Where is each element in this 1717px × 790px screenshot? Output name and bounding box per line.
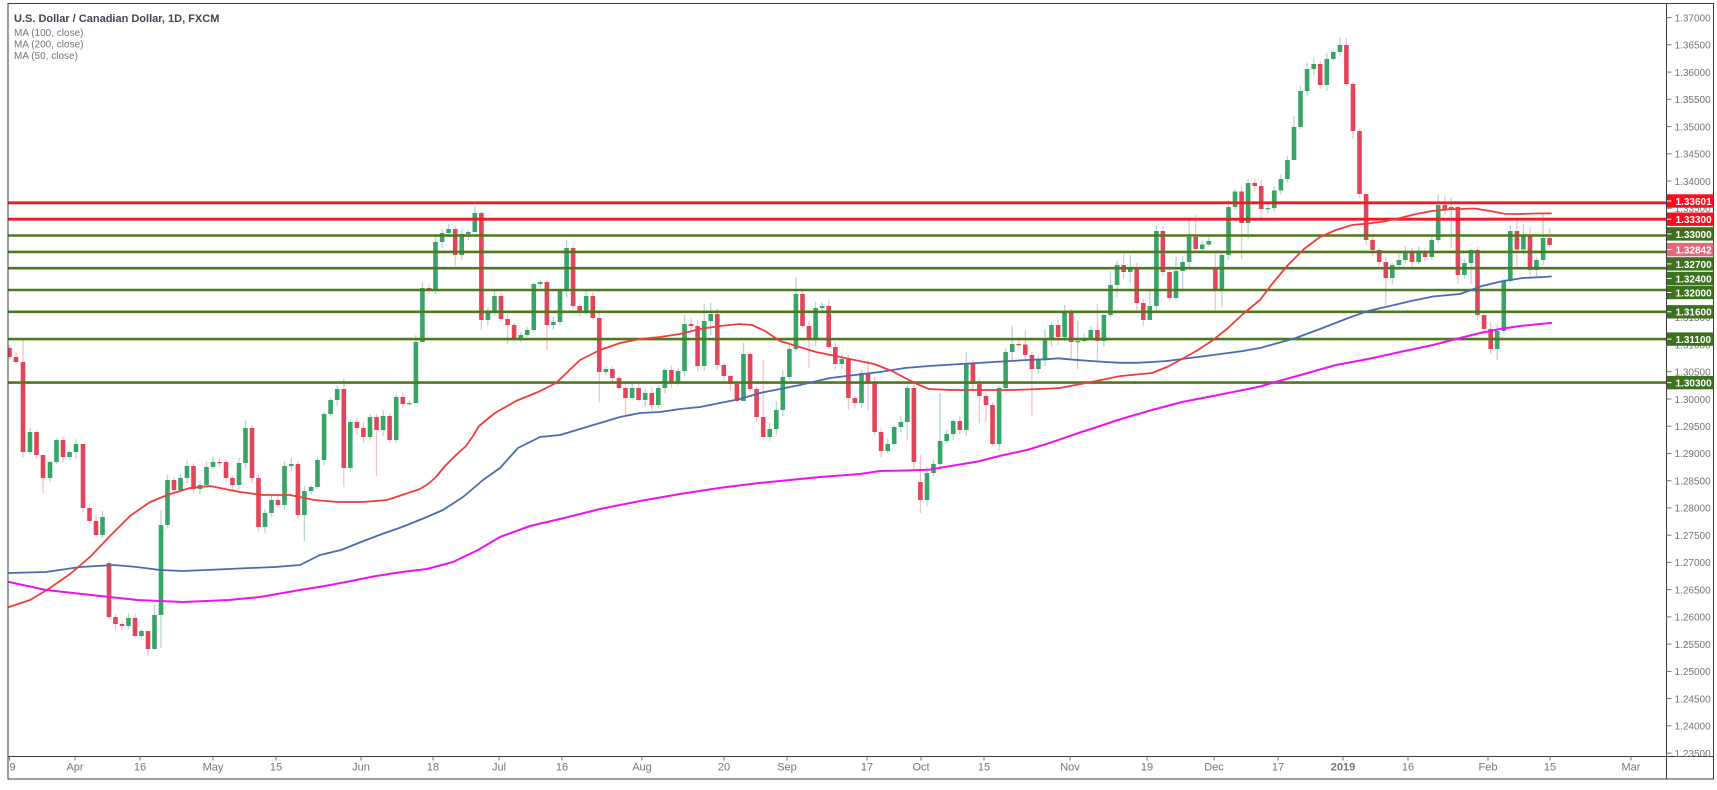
svg-text:1.35000: 1.35000 [1675,122,1712,133]
svg-text:9: 9 [10,762,16,774]
svg-text:16: 16 [134,762,146,774]
svg-text:16: 16 [556,762,568,774]
svg-text:1.25500: 1.25500 [1675,640,1712,651]
svg-text:Apr: Apr [66,762,83,774]
svg-text:1.31100: 1.31100 [1676,335,1712,346]
svg-text:Sep: Sep [777,762,797,774]
svg-text:1.32842: 1.32842 [1676,246,1713,257]
svg-text:1.32400: 1.32400 [1676,274,1713,285]
svg-text:1.30500: 1.30500 [1675,368,1712,379]
svg-text:1.27500: 1.27500 [1675,531,1712,542]
svg-text:19: 19 [1141,762,1153,774]
svg-text:Nov: Nov [1060,762,1080,774]
svg-text:Jun: Jun [352,762,370,774]
svg-text:1.36500: 1.36500 [1675,41,1712,52]
svg-text:1.24500: 1.24500 [1675,694,1712,705]
svg-text:1.28000: 1.28000 [1675,504,1712,515]
svg-text:1.26000: 1.26000 [1675,613,1712,624]
svg-text:1.37000: 1.37000 [1675,13,1712,24]
svg-text:MA (50, close): MA (50, close) [14,51,78,62]
svg-text:15: 15 [978,762,990,774]
svg-text:1.32000: 1.32000 [1676,288,1713,299]
svg-text:1.34500: 1.34500 [1675,150,1712,161]
svg-text:1.29000: 1.29000 [1675,449,1712,460]
svg-text:15: 15 [1544,762,1556,774]
svg-text:1.23500: 1.23500 [1675,749,1712,760]
svg-text:1.33500: 1.33500 [1675,204,1712,215]
svg-text:MA (100, close): MA (100, close) [14,28,83,39]
svg-text:15: 15 [270,762,282,774]
svg-text:Feb: Feb [1479,762,1498,774]
svg-text:U.S. Dollar / Canadian Dollar,: U.S. Dollar / Canadian Dollar, 1D, FXCM [14,13,219,25]
svg-text:MA (200, close): MA (200, close) [14,40,83,51]
svg-text:1.24000: 1.24000 [1675,722,1712,733]
svg-text:1.27000: 1.27000 [1675,558,1712,569]
svg-text:Mar: Mar [1622,762,1641,774]
svg-text:Dec: Dec [1204,762,1224,774]
svg-text:1.30000: 1.30000 [1675,395,1712,406]
svg-text:1.32700: 1.32700 [1676,260,1713,271]
svg-text:Jul: Jul [492,762,506,774]
svg-text:1.25000: 1.25000 [1675,667,1712,678]
svg-text:Aug: Aug [632,762,652,774]
svg-text:1.36000: 1.36000 [1675,68,1712,79]
svg-text:1.33601: 1.33601 [1676,197,1713,208]
svg-text:16: 16 [1402,762,1414,774]
svg-text:1.28500: 1.28500 [1675,477,1712,488]
svg-text:1.31600: 1.31600 [1676,308,1713,319]
svg-text:Oct: Oct [912,762,929,774]
svg-text:1.34000: 1.34000 [1675,177,1712,188]
svg-text:1.26500: 1.26500 [1675,585,1712,596]
svg-text:May: May [203,762,224,774]
svg-text:1.30300: 1.30300 [1676,379,1713,390]
svg-text:1.33000: 1.33000 [1676,230,1713,241]
svg-text:18: 18 [427,762,439,774]
svg-text:1.29500: 1.29500 [1675,422,1712,433]
svg-text:17: 17 [861,762,873,774]
svg-text:17: 17 [1272,762,1284,774]
svg-text:1.35500: 1.35500 [1675,95,1712,106]
svg-text:1.33300: 1.33300 [1676,215,1713,226]
svg-text:20: 20 [718,762,730,774]
svg-text:2019: 2019 [1331,762,1355,774]
